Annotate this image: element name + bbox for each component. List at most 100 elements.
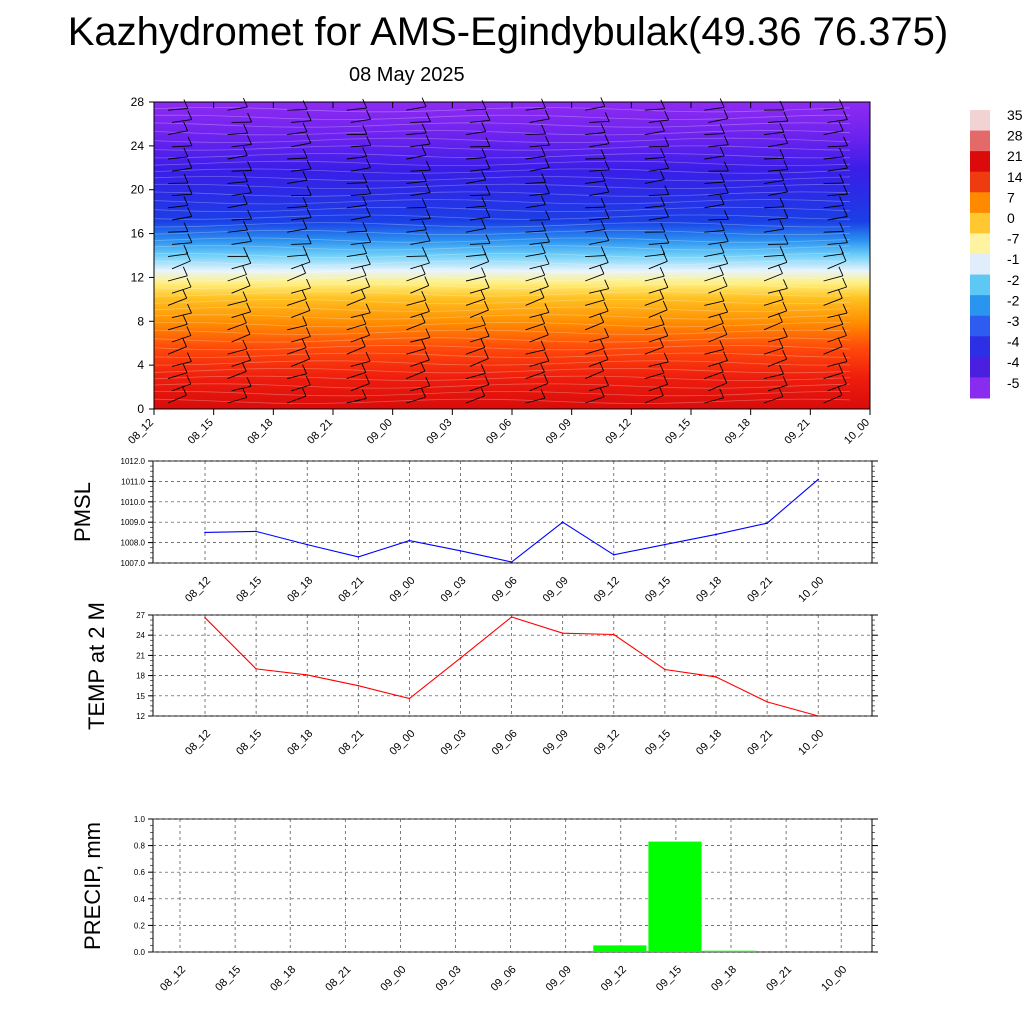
wind-barb-flag — [783, 111, 789, 122]
wind-barb-flag — [481, 122, 487, 132]
colorbar-swatch — [970, 171, 990, 193]
wind-barb — [346, 230, 367, 233]
wind-barb-flag — [604, 134, 610, 144]
contour-line — [153, 222, 851, 228]
wind-barb-flag — [302, 171, 308, 181]
wind-barb-flag — [842, 303, 848, 314]
contour-line — [153, 160, 851, 167]
wind-barb-flag — [604, 279, 610, 289]
x-tick-label: 08_15 — [234, 728, 264, 758]
wind-barb — [644, 108, 665, 111]
wind-barb — [167, 323, 188, 331]
wind-barb — [767, 142, 788, 148]
wind-barb-flag — [183, 121, 189, 131]
wind-barb — [171, 260, 191, 270]
wind-barb — [469, 384, 490, 392]
wind-barb-flag — [660, 245, 666, 255]
wind-barb-flag — [243, 220, 248, 231]
wind-barb — [823, 297, 843, 306]
wind-barb — [346, 107, 367, 111]
wind-barb-flag — [306, 159, 312, 170]
wind-barb — [708, 118, 729, 123]
x-tick-label: 08_21 — [305, 417, 335, 447]
wind-barb-flag — [723, 210, 729, 220]
wind-barb-flag — [424, 350, 430, 361]
wind-barb — [406, 255, 427, 258]
x-tick-label: 08_12 — [183, 728, 213, 758]
wind-barb — [406, 299, 426, 306]
x-tick-label: 08_21 — [336, 728, 366, 758]
contour-line — [153, 314, 851, 320]
wind-barb-flag — [718, 265, 724, 275]
wind-barb-flag — [778, 387, 784, 397]
wind-barb-flag — [543, 325, 549, 335]
wind-barb-flag — [782, 327, 788, 337]
colorbar-swatch — [970, 233, 990, 255]
wind-barb-flag — [600, 123, 606, 133]
wind-barb-flag — [723, 184, 729, 194]
wind-barb-flag — [604, 328, 610, 338]
wind-barb — [227, 397, 247, 404]
wind-barb-flag — [242, 388, 248, 398]
wind-barb-flag — [545, 135, 550, 146]
wind-barb-flag — [723, 232, 729, 242]
wind-barb-flag — [723, 161, 729, 172]
wind-barb-flag — [600, 220, 606, 230]
x-tick-label: 09_18 — [694, 728, 724, 758]
wind-barb — [529, 118, 550, 123]
wind-barb — [648, 260, 668, 270]
wind-barb-flag — [183, 173, 189, 184]
wind-barb — [763, 347, 784, 355]
wind-barb-flag — [719, 340, 725, 350]
wind-barb-flag — [662, 252, 668, 262]
wind-barb-flag — [306, 186, 312, 196]
wind-barb — [767, 261, 788, 270]
wind-barb-flag — [540, 266, 546, 276]
wind-barb-flag — [480, 338, 486, 348]
wind-barb — [704, 348, 724, 355]
wind-barb — [287, 131, 308, 136]
wind-barb-flag — [664, 110, 670, 121]
wind-barb-flag — [246, 232, 252, 242]
wind-barb — [823, 108, 844, 111]
wind-barb — [410, 359, 430, 367]
contour-line — [153, 291, 851, 297]
wind-barb — [465, 298, 486, 306]
wind-barb-flag — [305, 375, 311, 386]
wind-barb — [227, 322, 247, 331]
wind-barb — [644, 298, 664, 306]
wind-barb-flag — [838, 315, 844, 325]
wind-barb — [704, 230, 725, 233]
x-tick-label: 09_21 — [764, 964, 794, 994]
colorbar-label: 0 — [1007, 210, 1015, 226]
x-tick-label: 09_18 — [709, 964, 739, 994]
wind-barb-flag — [719, 221, 725, 231]
wind-barb — [648, 361, 669, 367]
colorbar-swatch — [970, 254, 990, 276]
wind-barb-flag — [481, 196, 487, 207]
wind-barb-flag — [362, 222, 368, 232]
wind-barb — [227, 370, 247, 380]
wind-barb — [585, 299, 605, 306]
wind-barb — [525, 349, 546, 355]
wind-barb-flag — [603, 301, 609, 312]
data-point — [613, 633, 615, 636]
x-tick-label: 09_12 — [592, 575, 622, 605]
heatmap-field — [154, 102, 870, 409]
wind-barb-flag — [664, 136, 670, 147]
wind-barb-flag — [306, 208, 312, 218]
wind-barb — [648, 242, 669, 245]
wind-barb — [406, 322, 426, 331]
precip-bar-chart: 0.0 0.2 0.4 0.6 0.8 1.0 PRECIP, mm 08_12 08_15 08… — [80, 815, 878, 994]
wind-barb — [469, 309, 489, 319]
wind-barb-flag — [545, 210, 551, 220]
wind-barb — [708, 192, 729, 197]
wind-barb — [410, 121, 431, 123]
wind-barb-flag — [246, 377, 252, 387]
wind-barb-flag — [187, 110, 193, 120]
wind-barb-flag — [664, 233, 670, 244]
wind-barb-flag — [302, 364, 308, 374]
wind-barb-flag — [187, 158, 193, 169]
wind-barb-flag — [187, 207, 193, 217]
data-point — [664, 543, 666, 546]
